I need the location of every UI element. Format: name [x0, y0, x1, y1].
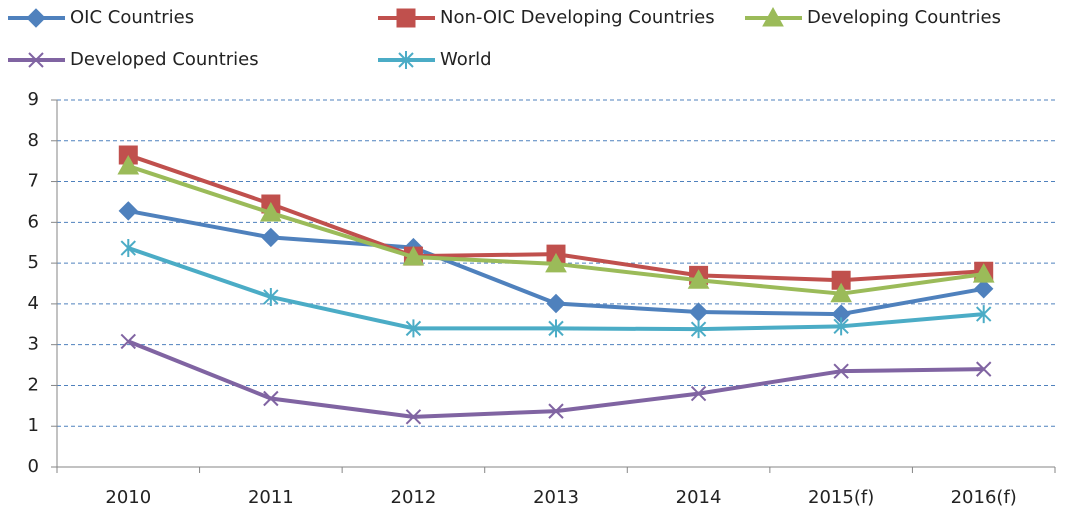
y-tick-label: 1: [28, 415, 39, 436]
point: [548, 319, 564, 338]
legend-label: OIC Countries: [70, 7, 194, 28]
point: [545, 252, 567, 273]
point: [405, 409, 422, 425]
y-tick-label: 4: [28, 293, 39, 314]
legend-marker: [28, 52, 44, 68]
legend-label: World: [440, 49, 492, 70]
y-tick-label: 6: [28, 211, 39, 232]
y-tick-label: 5: [28, 252, 39, 273]
point: [830, 282, 852, 303]
y-tick-label: 2: [28, 374, 39, 395]
y-tick-label: 3: [28, 334, 39, 355]
point: [690, 385, 707, 402]
y-tick-label: 0: [28, 456, 39, 477]
point: [687, 269, 710, 289]
series-line: [127, 164, 984, 296]
point: [263, 390, 279, 407]
y-tick-label: 8: [28, 130, 39, 151]
legend-label: Developing Countries: [807, 7, 1001, 28]
point: [117, 155, 140, 175]
y-tick-label: 7: [28, 171, 39, 192]
point: [831, 270, 851, 290]
point: [548, 403, 564, 419]
point: [833, 317, 849, 336]
point: [690, 320, 707, 339]
x-tick-label: 2011: [248, 487, 294, 508]
point: [833, 363, 849, 379]
point: [688, 302, 709, 322]
x-tick-label: 2016(f): [951, 487, 1017, 508]
point: [118, 201, 138, 221]
x-tick-label: 2012: [391, 487, 437, 508]
legend-marker: [762, 6, 784, 27]
x-tick-label: 2010: [105, 487, 151, 508]
point: [120, 333, 136, 350]
point: [402, 245, 425, 266]
point: [263, 287, 279, 306]
point: [972, 263, 995, 283]
point: [976, 361, 992, 377]
point: [974, 279, 994, 299]
point: [261, 227, 281, 248]
legend-marker: [398, 51, 414, 69]
x-tick-label: 2014: [676, 487, 722, 508]
point: [120, 239, 136, 258]
point: [546, 293, 566, 314]
point: [260, 201, 282, 222]
legend-label: Developed Countries: [70, 49, 259, 70]
legend-label: Non-OIC Developing Countries: [440, 7, 715, 28]
point: [405, 319, 422, 338]
legend-marker: [26, 8, 46, 28]
point: [976, 305, 992, 324]
x-tick-label: 2013: [533, 487, 579, 508]
x-tick-label: 2015(f): [808, 487, 874, 508]
legend-marker: [396, 8, 416, 28]
y-tick-label: 9: [28, 89, 39, 110]
series-line: [127, 339, 984, 419]
